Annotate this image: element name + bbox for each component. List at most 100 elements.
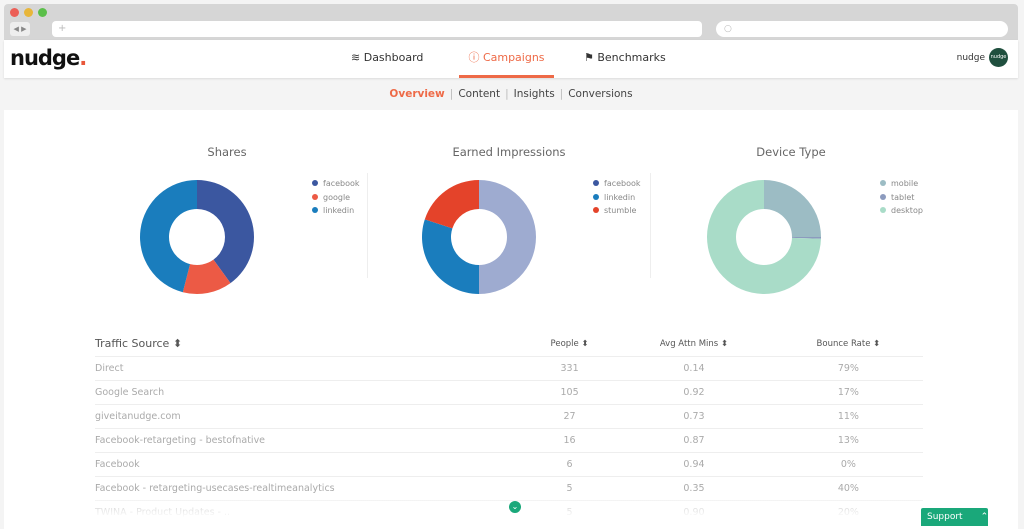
- legend-label: linkedin: [323, 206, 355, 215]
- browser-search[interactable]: ○: [716, 21, 1008, 37]
- legend-dot-icon: [880, 180, 886, 186]
- table-cell: 27: [525, 404, 615, 429]
- table-cell: 0.35: [614, 476, 774, 501]
- legend-label: facebook: [323, 179, 360, 188]
- table-cell: 331: [525, 356, 615, 381]
- chevron-up-icon: ⌃: [980, 512, 989, 522]
- sort-icon: ⬍: [172, 337, 183, 351]
- avatar: nudge: [989, 48, 1008, 67]
- slice-mobile[interactable]: [764, 180, 821, 237]
- divider: [650, 173, 651, 278]
- slice-linkedin[interactable]: [140, 180, 197, 293]
- slice-facebook[interactable]: [197, 180, 254, 284]
- device-type-donut: [707, 180, 821, 294]
- scroll-down-icon[interactable]: ⌄: [509, 501, 521, 513]
- tab-conversions[interactable]: Conversions: [568, 88, 633, 100]
- col-bounce-rate[interactable]: Bounce Rate ⬍: [773, 332, 923, 357]
- legend-dot-icon: [593, 180, 599, 186]
- table-cell: 0.73: [614, 404, 774, 429]
- table-cell: 5: [525, 476, 615, 501]
- table-cell: Direct: [95, 356, 525, 381]
- tab-overview[interactable]: Overview: [389, 88, 445, 100]
- logo[interactable]: nudge.: [10, 46, 87, 70]
- table-row[interactable]: Direct 331 0.14 79%: [95, 356, 923, 381]
- table-row[interactable]: giveitanudge.com 27 0.73 11%: [95, 404, 923, 429]
- col-avg-attn-mins[interactable]: Avg Attn Mins ⬍: [614, 332, 774, 357]
- nav-benchmarks[interactable]: ⚑ Benchmarks: [584, 51, 666, 64]
- support-button[interactable]: Support ⌃: [921, 508, 988, 526]
- browser-chrome: ◀ ▶ + ○: [4, 4, 1018, 40]
- app-header: nudge. ≋ Dashboard ⓘ Campaigns ⚑ Benchma…: [4, 40, 1018, 78]
- table-row[interactable]: Facebook 6 0.94 0%: [95, 452, 923, 477]
- sort-icon: ⬍: [873, 338, 881, 349]
- legend-item-google[interactable]: google: [312, 193, 360, 207]
- chart-title-shares: Shares: [207, 145, 247, 159]
- slice-stumble[interactable]: [424, 180, 479, 229]
- legend-item-facebook[interactable]: facebook: [593, 179, 641, 193]
- legend-label: tablet: [891, 192, 915, 202]
- col-people[interactable]: People ⬍: [525, 332, 615, 357]
- legend-label: google: [323, 192, 351, 202]
- layers-icon: ≋: [351, 51, 364, 64]
- table-cell: 16: [525, 428, 615, 453]
- minimize-window-icon[interactable]: [24, 8, 33, 17]
- device-type-legend: mobile tablet desktop: [880, 179, 923, 220]
- legend-dot-icon: [312, 207, 318, 213]
- maximize-window-icon[interactable]: [38, 8, 47, 17]
- table-cell: 13%: [773, 428, 923, 453]
- sort-icon: ⬍: [581, 338, 589, 349]
- legend-item-linkedin[interactable]: linkedin: [593, 193, 641, 207]
- earned-impressions-legend: facebook linkedin stumble: [593, 179, 641, 220]
- table-cell: Google Search: [95, 380, 525, 405]
- table-cell: Facebook: [95, 452, 525, 477]
- nav-dashboard[interactable]: ≋ Dashboard: [351, 51, 424, 64]
- table-row[interactable]: Google Search 105 0.92 17%: [95, 380, 923, 405]
- url-bar[interactable]: +: [52, 21, 702, 37]
- legend-dot-icon: [312, 193, 318, 200]
- legend-dot-icon: [880, 207, 886, 213]
- legend-item-stumble[interactable]: stumble: [593, 206, 641, 220]
- slice-desktop[interactable]: [707, 180, 821, 294]
- earned-impressions-donut: [422, 180, 536, 294]
- legend-label: desktop: [891, 206, 923, 215]
- tab-insights[interactable]: Insights: [513, 88, 555, 100]
- table-row[interactable]: Facebook-retargeting - bestofnative 16 0.8…: [95, 428, 923, 453]
- col-traffic-source[interactable]: Traffic Source ⬍: [95, 332, 525, 357]
- table-cell: 0%: [773, 452, 923, 477]
- back-forward-buttons[interactable]: ◀ ▶: [10, 22, 30, 36]
- legend-dot-icon: [593, 207, 599, 213]
- legend-item-tablet[interactable]: tablet: [880, 193, 923, 207]
- table-cell: Facebook - retargeting-usecases-realtime…: [95, 476, 525, 501]
- tab-content[interactable]: Content: [458, 88, 501, 100]
- legend-dot-icon: [880, 193, 886, 200]
- legend-item-mobile[interactable]: mobile: [880, 179, 923, 193]
- traffic-source-table: Traffic Source ⬍ People ⬍ Avg Attn Mins …: [95, 332, 923, 525]
- divider: [367, 173, 368, 278]
- close-window-icon[interactable]: [10, 8, 19, 17]
- table-row[interactable]: Facebook - retargeting-usecases-realtime…: [95, 476, 923, 501]
- search-icon: ○: [724, 24, 732, 34]
- legend-label: stumble: [604, 206, 637, 215]
- table-cell: 0.87: [614, 428, 774, 453]
- shares-donut: [140, 180, 254, 294]
- slice-tablet[interactable]: [791, 237, 821, 239]
- legend-item-desktop[interactable]: desktop: [880, 206, 923, 220]
- legend-label: linkedin: [604, 192, 636, 202]
- sort-icon: ⬍: [720, 338, 729, 349]
- slice-facebook[interactable]: [479, 180, 536, 294]
- shares-legend: facebook google linkedin: [312, 179, 360, 220]
- slice-linkedin[interactable]: [422, 219, 479, 294]
- user-menu[interactable]: nudge nudge: [957, 48, 1008, 68]
- legend-item-linkedin[interactable]: linkedin: [312, 206, 360, 220]
- flag-icon: ⚑: [584, 51, 598, 64]
- table-cell: Facebook-retargeting - bestofnative: [95, 428, 525, 453]
- table-cell: 79%: [773, 356, 923, 381]
- legend-item-facebook[interactable]: facebook: [312, 179, 360, 193]
- nav-campaigns[interactable]: ⓘ Campaigns: [459, 40, 554, 78]
- table-cell: giveitanudge.com: [95, 404, 525, 429]
- table-cell: 0.94: [614, 452, 774, 477]
- legend-label: mobile: [891, 179, 919, 188]
- sub-navigation: Overview | Content | Insights | Conversions: [389, 88, 633, 100]
- table-cell: 6: [525, 452, 615, 477]
- slice-google[interactable]: [182, 259, 231, 294]
